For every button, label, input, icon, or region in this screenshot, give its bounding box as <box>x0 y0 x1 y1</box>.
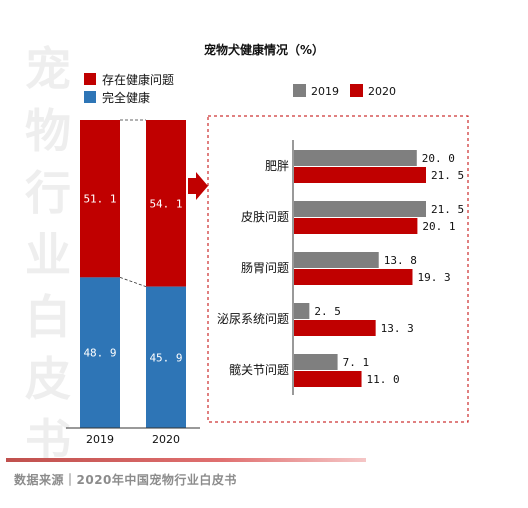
data-label: 21. 5 <box>431 169 464 182</box>
data-label: 7. 1 <box>343 356 370 369</box>
data-label: 19. 3 <box>417 271 450 284</box>
data-label: 21. 5 <box>431 203 464 216</box>
watermark-char: 业 <box>25 228 71 282</box>
category-label: 髋关节问题 <box>229 362 289 377</box>
bar-issue-2020 <box>146 120 186 287</box>
bar-2019 <box>294 303 310 319</box>
category-label: 肥胖 <box>265 159 289 173</box>
bar-2019 <box>294 150 417 166</box>
data-label: 2. 5 <box>314 305 341 318</box>
watermark-char: 物 <box>25 104 71 158</box>
footer-bar <box>6 458 366 462</box>
category-label: 泌尿系统问题 <box>217 312 289 326</box>
bar-healthy-2020 <box>146 286 186 428</box>
watermark-char: 行 <box>25 166 71 220</box>
category-label: 皮肤问题 <box>241 209 289 224</box>
bar-2020 <box>294 269 413 285</box>
data-label: 20. 0 <box>422 152 455 165</box>
data-label: 54. 1 <box>149 197 182 210</box>
bar-2020 <box>294 218 418 234</box>
legend-swatch-2019 <box>293 84 306 97</box>
bar-2020 <box>294 167 426 183</box>
legend-swatch-healthy <box>84 91 96 103</box>
data-label: 11. 0 <box>367 373 400 386</box>
watermark-char: 宠 <box>25 42 71 96</box>
data-label: 13. 8 <box>384 254 417 267</box>
detail-frame <box>207 115 469 423</box>
bar-healthy-2019 <box>80 277 120 428</box>
category-label: 肠胃问题 <box>241 261 289 275</box>
bar-2019 <box>294 354 338 370</box>
connector-mid <box>119 277 147 288</box>
legend-label: 2020 <box>368 85 396 98</box>
bar-2020 <box>294 371 362 387</box>
bar-2019 <box>294 201 426 217</box>
x-tick-label: 2019 <box>86 433 114 446</box>
chart-title: 宠物犬健康情况（%） <box>203 43 325 57</box>
data-label: 13. 3 <box>381 322 414 335</box>
legend-label: 存在健康问题 <box>102 72 174 87</box>
bar-2019 <box>294 252 379 268</box>
arrow-icon <box>188 172 208 200</box>
source-note: 数据来源｜2020年中国宠物行业白皮书 <box>14 473 237 487</box>
legend-label: 2019 <box>311 85 339 98</box>
data-label: 20. 1 <box>422 220 455 233</box>
watermark-char: 白 <box>25 290 71 344</box>
x-tick-label: 2020 <box>152 433 180 446</box>
data-label: 51. 1 <box>83 193 116 206</box>
watermark: 宠物行业白皮书 <box>18 38 78 472</box>
data-label: 48. 9 <box>83 347 116 360</box>
legend-label: 完全健康 <box>102 90 150 105</box>
data-label: 45. 9 <box>149 351 182 364</box>
legend-swatch-issue <box>84 73 96 85</box>
bar-2020 <box>294 320 376 336</box>
legend-swatch-2020 <box>350 84 363 97</box>
watermark-char: 皮 <box>25 352 71 406</box>
bar-issue-2019 <box>80 120 120 278</box>
